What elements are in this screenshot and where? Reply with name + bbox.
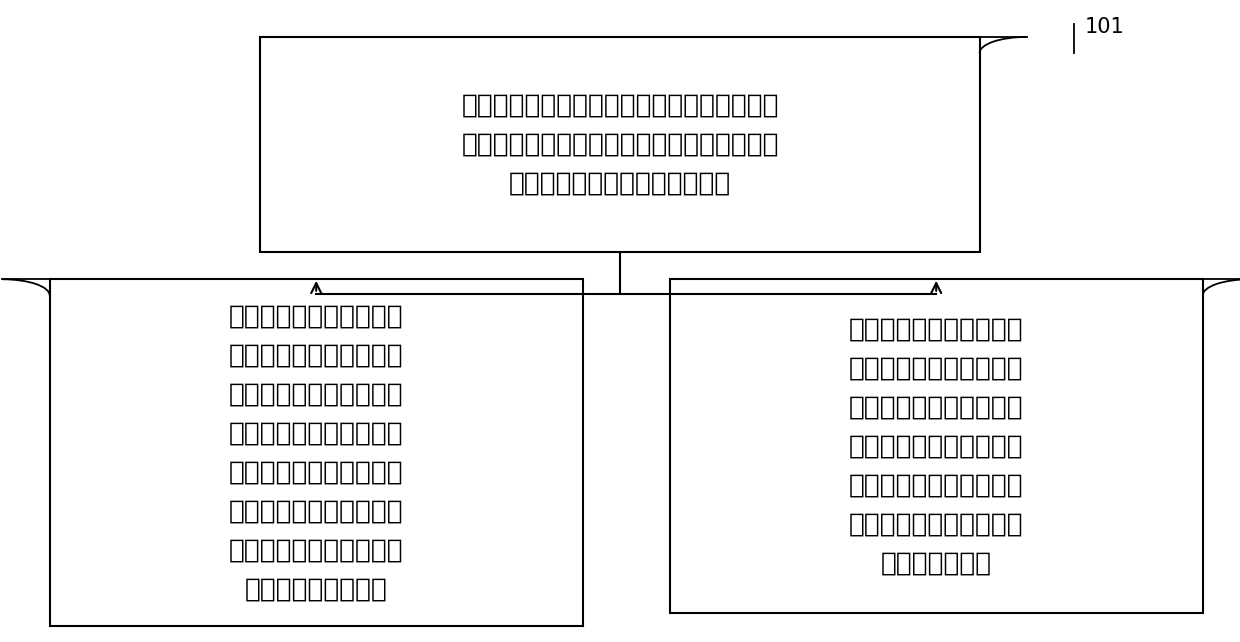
Bar bbox=[670, 279, 1203, 613]
Text: 当回水温度或出水温度与
冷媒液管温度的差值大于
或等于第一预设阈值，且
节流元件的关闭时长大于
或等于第二预设阈值时，
控制地暖用水模块的水泵
开启，同时控制节: 当回水温度或出水温度与 冷媒液管温度的差值大于 或等于第一预设阈值，且 节流元件… bbox=[229, 303, 403, 602]
Text: 获取地暖用水模块的回水温度或出水温度与地
暖用水模块的冷媒液管温度的差值，以及地暖
用水模块的节流元件的关闭时长: 获取地暖用水模块的回水温度或出水温度与地 暖用水模块的冷媒液管温度的差值，以及地… bbox=[461, 92, 779, 196]
Bar bbox=[260, 37, 980, 252]
Bar bbox=[50, 279, 583, 626]
Text: 101: 101 bbox=[1085, 17, 1125, 37]
Text: 当回水温度或出水温度与
冷媒液管温度的差值大于
或等于第一预设阈值，且
节流元件的关闭时长大于
或等于第二预设阈值时，
控制加热单元和地暖用水
模块的水泵开启: 当回水温度或出水温度与 冷媒液管温度的差值大于 或等于第一预设阈值，且 节流元件… bbox=[849, 317, 1023, 576]
